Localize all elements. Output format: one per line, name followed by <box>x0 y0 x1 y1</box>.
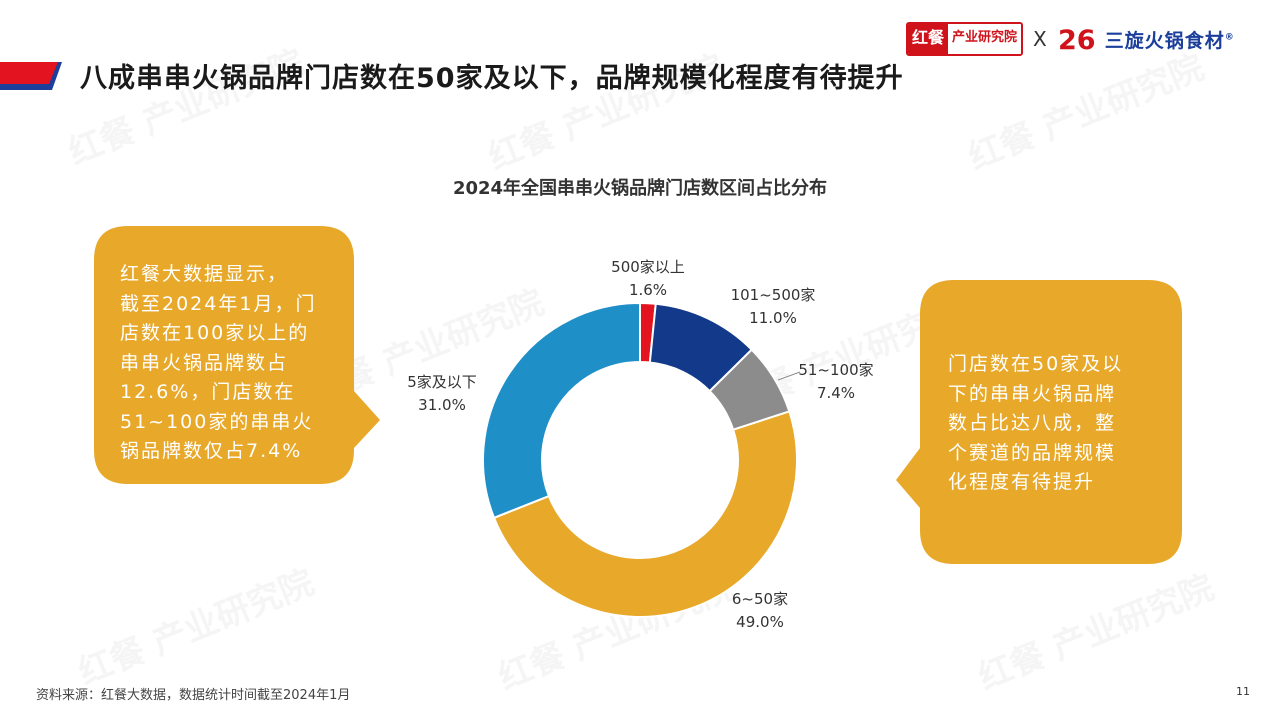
title-accent-flag-icon <box>0 62 62 90</box>
sanxuan-logo-name: 三旋火锅食材 <box>1104 29 1225 52</box>
left-callout: 红餐大数据显示， 截至2024年1月，门 店数在100家以上的 串串火锅品牌数占… <box>94 226 384 484</box>
slice-value-label: 7.4% <box>817 384 855 402</box>
page-title: 八成串串火锅品牌门店数在50家及以下，品牌规模化程度有待提升 <box>80 63 904 94</box>
hongcan-logo: 红餐 产业研究院 <box>906 22 1024 56</box>
left-callout-bubble <box>94 226 380 484</box>
slice-value-label: 1.6% <box>629 281 667 299</box>
logo-separator: X <box>1033 27 1047 51</box>
donut-slice <box>492 410 798 618</box>
left-callout-line: 51~100家的串串火 <box>120 410 314 433</box>
slice-category-label: 500家以上 <box>611 258 685 276</box>
right-callout-bubble <box>896 280 1182 564</box>
right-callout-line: 个赛道的品牌规模 <box>948 441 1117 464</box>
right-callout-text: 门店数在50家及以 下的串串火锅品牌 数占比达八成，整 个赛道的品牌规模 化程度… <box>948 350 1184 498</box>
left-callout-line: 截至2024年1月，门 <box>120 292 317 315</box>
chart-title: 2024年全国串串火锅品牌门店数区间占比分布 <box>452 178 828 199</box>
slice-category-label: 101~500家 <box>731 286 816 304</box>
slice-category-label: 6~50家 <box>732 590 788 608</box>
header-logos: 红餐 产业研究院 X 26 三旋火锅食材® <box>906 22 1235 56</box>
left-callout-line: 红餐大数据显示， <box>120 263 289 285</box>
right-callout-line: 数占比达八成，整 <box>948 412 1117 434</box>
source-note: 资料来源：红餐大数据，数据统计时间截至2024年1月 <box>36 688 351 703</box>
right-callout-line: 下的串串火锅品牌 <box>948 382 1117 405</box>
hongcan-logo-text: 产业研究院 <box>948 24 1022 54</box>
slice-value-label: 11.0% <box>749 309 797 327</box>
sanxuan-logo-icon: 26 <box>1058 25 1096 54</box>
right-callout-line: 门店数在50家及以 <box>948 353 1124 375</box>
donut-slice <box>482 301 641 520</box>
sanxuan-logo-text: 三旋火锅食材® <box>1105 26 1235 53</box>
label-leader-line <box>777 371 801 381</box>
right-callout: 门店数在50家及以 下的串串火锅品牌 数占比达八成，整 个赛道的品牌规模 化程度… <box>896 280 1186 564</box>
sanxuan-logo-number: 26 <box>1058 25 1096 54</box>
left-callout-line: 串串火锅品牌数占 <box>120 351 289 374</box>
left-callout-line: 锅品牌数仅占7.4% <box>120 440 303 462</box>
registered-mark: ® <box>1224 32 1235 43</box>
left-callout-line: 12.6%，门店数在 <box>120 381 296 403</box>
slice-category-label: 5家及以下 <box>407 373 477 391</box>
slice-value-label: 49.0% <box>736 613 784 631</box>
slice-value-label: 31.0% <box>418 396 466 414</box>
page-number: 11 <box>1236 685 1250 698</box>
right-callout-line: 化程度有待提升 <box>948 471 1096 493</box>
left-callout-line: 店数在100家以上的 <box>120 322 310 344</box>
slice-category-label: 51~100家 <box>798 361 873 379</box>
hongcan-logo-mark: 红餐 <box>908 24 949 54</box>
left-callout-text: 红餐大数据显示， 截至2024年1月，门 店数在100家以上的 串串火锅品牌数占… <box>120 260 360 467</box>
